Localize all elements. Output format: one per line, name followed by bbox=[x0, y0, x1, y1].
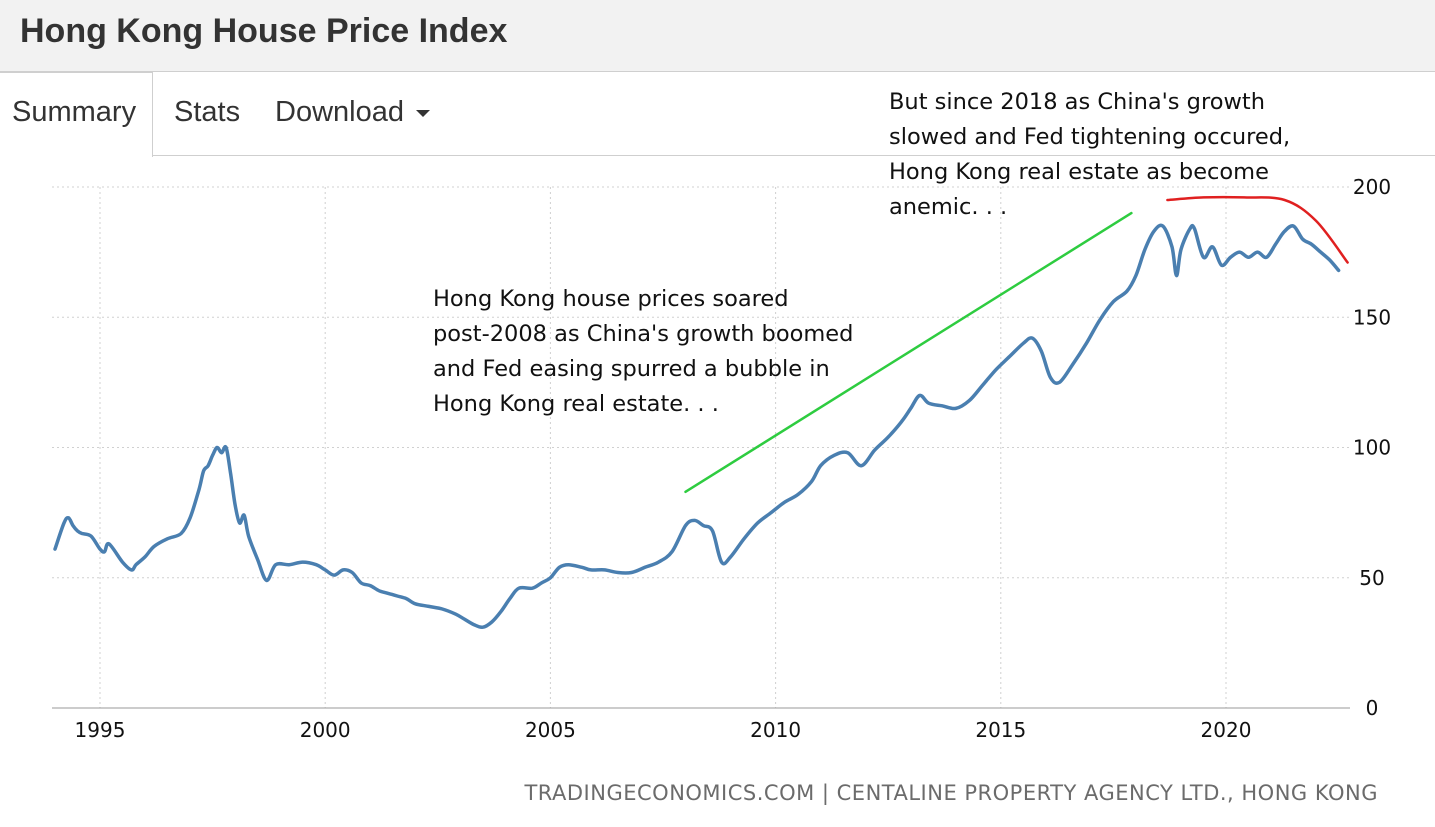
caret-down-icon[interactable] bbox=[415, 109, 430, 117]
y-tick-label: 0 bbox=[1366, 696, 1379, 720]
source-caption[interactable]: TRADINGECONOMICS.COM | CENTALINE PROPERT… bbox=[523, 781, 1378, 806]
downtrend-trendline bbox=[1166, 195, 1349, 264]
y-tick-label: 50 bbox=[1359, 566, 1384, 590]
tab-stats[interactable]: Stats bbox=[174, 96, 241, 128]
tab-bar: Summary Stats Download bbox=[0, 72, 1435, 157]
x-tick-label: 2020 bbox=[1201, 718, 1252, 742]
tab-divider bbox=[153, 155, 1435, 156]
chart-grid bbox=[52, 186, 1350, 709]
page-title: Hong Kong House Price Index bbox=[20, 12, 508, 50]
tab-download-label[interactable]: Download bbox=[275, 96, 404, 128]
series-line bbox=[53, 223, 1341, 630]
tab-summary[interactable]: Summary bbox=[12, 96, 137, 128]
title-bar: Hong Kong House Price Index bbox=[0, 0, 1435, 72]
trendlines bbox=[684, 195, 1349, 494]
x-tick-label: 1995 bbox=[75, 718, 126, 742]
y-tick-label: 100 bbox=[1353, 436, 1391, 460]
x-tick-label: 2000 bbox=[300, 718, 351, 742]
y-axis: 0 50 100 150 200 bbox=[1353, 175, 1391, 720]
x-axis: 1995 2000 2005 2010 2015 2020 bbox=[75, 718, 1252, 742]
tab-summary-container[interactable] bbox=[0, 72, 153, 157]
x-tick-label: 2010 bbox=[750, 718, 801, 742]
annotation-middle: Hong Kong house prices soared post-2008 … bbox=[433, 286, 854, 417]
x-tick-label: 2015 bbox=[975, 718, 1026, 742]
y-tick-label: 200 bbox=[1353, 175, 1391, 199]
annotation-top-right: But since 2018 as China's growth slowed … bbox=[889, 89, 1291, 220]
y-tick-label: 150 bbox=[1353, 305, 1391, 329]
uptrend-trendline bbox=[684, 211, 1133, 494]
tab-download[interactable]: Download bbox=[275, 96, 430, 129]
x-tick-label: 2005 bbox=[525, 718, 576, 742]
